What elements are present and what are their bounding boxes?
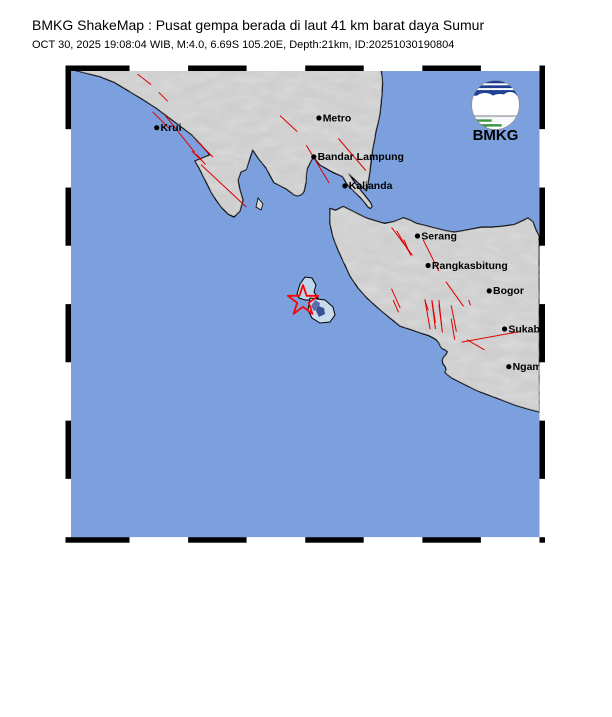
svg-text:Krui: Krui — [161, 122, 182, 134]
svg-text:Bogor: Bogor — [493, 285, 524, 297]
svg-text:Sukabumi: Sukabumi — [508, 323, 558, 335]
svg-text:Bandar Lampung: Bandar Lampung — [318, 151, 404, 163]
svg-text:Metro: Metro — [323, 112, 352, 124]
svg-text:Kalianda: Kalianda — [349, 180, 393, 192]
svg-text:Rangkasbitung: Rangkasbitung — [432, 260, 508, 272]
svg-text:BMKG: BMKG — [473, 127, 519, 144]
svg-text:Ngamprah: Ngamprah — [513, 361, 565, 373]
svg-text:Serang: Serang — [421, 230, 457, 242]
